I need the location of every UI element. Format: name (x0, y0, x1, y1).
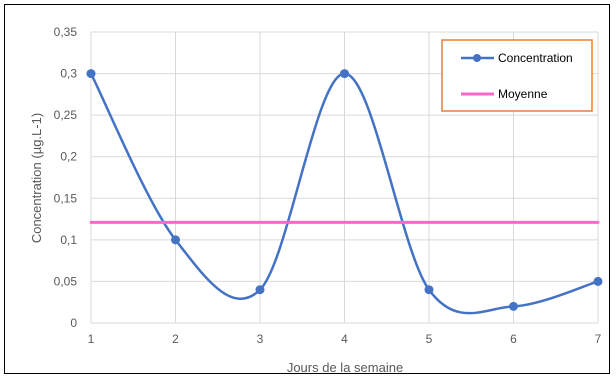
x-tick-label: 5 (426, 332, 433, 346)
y-tick-label: 0,35 (54, 25, 78, 39)
x-tick-label: 4 (341, 332, 348, 346)
y-tick-label: 0,25 (54, 108, 78, 122)
legend-label-concentration: Concentration (498, 51, 573, 65)
data-point-concentration-3 (255, 285, 265, 295)
data-point-concentration-5 (424, 285, 434, 295)
legend-marker-concentration (473, 54, 481, 62)
y-tick-labels: 0 0,05 0,1 0,15 0,2 0,25 0,3 0,35 (54, 25, 78, 330)
y-axis-title: Concentration (µg.L-1) (29, 113, 44, 243)
y-tick-label: 0,1 (60, 233, 77, 247)
x-axis-title: Jours de la semaine (287, 360, 403, 375)
legend-box (441, 39, 593, 112)
legend: Concentration Moyenne (441, 39, 593, 112)
y-tick-label: 0 (70, 316, 77, 330)
x-tick-label: 6 (510, 332, 517, 346)
y-tick-label: 0,2 (60, 150, 77, 164)
data-point-concentration-1 (86, 69, 96, 79)
data-point-concentration-6 (509, 301, 518, 311)
y-tick-label: 0,05 (54, 274, 78, 288)
data-point-concentration-2 (171, 235, 180, 245)
legend-label-moyenne: Moyenne (498, 87, 548, 101)
data-point-concentration-4 (340, 69, 349, 79)
x-tick-label: 3 (257, 332, 264, 346)
y-tick-label: 0,3 (60, 67, 77, 81)
x-tick-label: 2 (172, 332, 179, 346)
series-group (86, 69, 603, 315)
data-point-concentration-7 (593, 276, 603, 286)
x-tick-labels: 1 2 3 4 5 6 7 (88, 332, 602, 346)
x-tick-label: 7 (595, 332, 602, 346)
x-tick-label: 1 (88, 332, 95, 346)
y-tick-label: 0,15 (54, 191, 78, 205)
